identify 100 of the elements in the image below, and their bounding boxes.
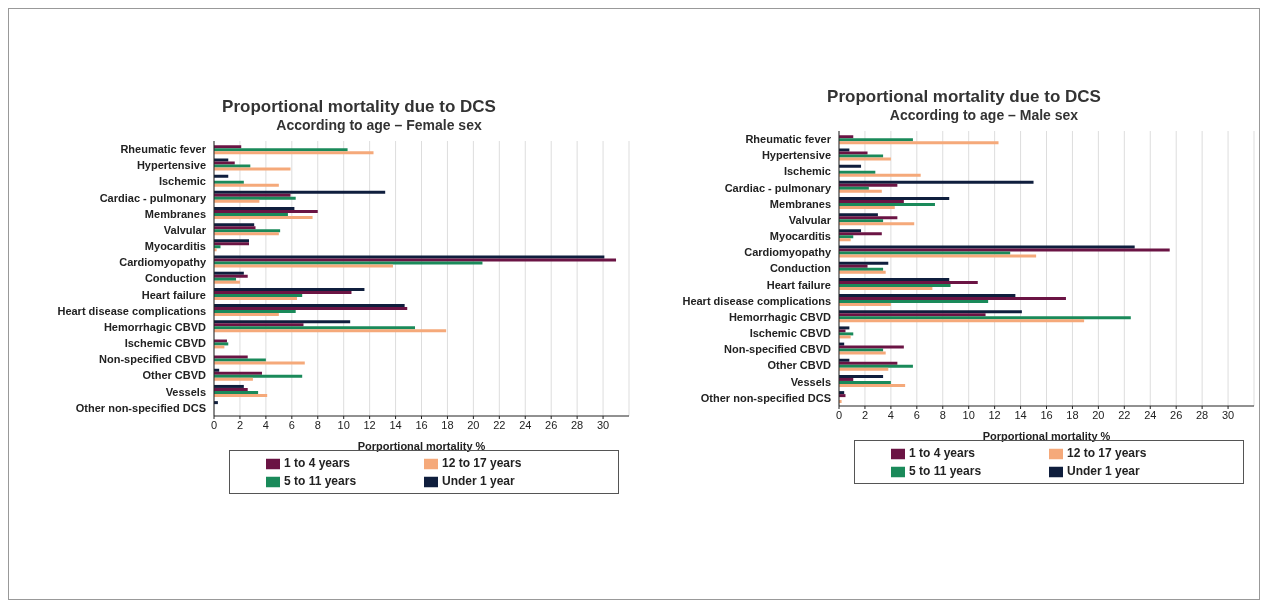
bar: [214, 287, 365, 291]
x-tick-label: 26: [1170, 408, 1183, 421]
bar: [214, 293, 303, 297]
bar: [839, 173, 921, 177]
bar: [214, 313, 279, 317]
y-tick-label: Non-specified CBVD: [99, 353, 207, 366]
bar: [839, 141, 999, 145]
bar: [214, 355, 248, 359]
bar: [214, 216, 313, 219]
bar: [214, 174, 229, 178]
bar: [839, 383, 906, 387]
bar: [839, 151, 868, 155]
bar: [214, 384, 244, 388]
bar: [839, 206, 895, 209]
bar: [214, 374, 303, 378]
y-tick-label: Heart failure: [766, 278, 831, 291]
bar: [839, 377, 854, 381]
bar: [839, 277, 950, 281]
bar: [214, 199, 260, 203]
y-tick-label: Membranes: [144, 207, 206, 220]
x-tick-label: 14: [389, 418, 402, 431]
bar: [839, 316, 1131, 320]
y-tick-label: Heart failure: [141, 288, 206, 301]
bar: [214, 213, 288, 216]
y-tick-label: Conduction: [144, 272, 207, 285]
bar: [839, 313, 986, 317]
x-tick-label: 14: [1014, 408, 1027, 421]
y-tick-label: Hemorrhagic CBVD: [103, 320, 207, 333]
y-tick-label: Cardiac - pulmonary: [99, 191, 207, 204]
bar: [839, 264, 868, 268]
bar: [839, 183, 898, 187]
chart-title: Proportional mortality due to DCS: [826, 87, 1102, 107]
x-tick-label: 16: [1040, 408, 1053, 421]
legend-label: 5 to 11 years: [284, 473, 358, 490]
x-tick-label: 30: [1221, 408, 1235, 421]
bar: [839, 200, 904, 203]
legend-label: Under 1 year: [1067, 463, 1141, 480]
y-tick-label: Vessels: [790, 375, 831, 388]
bar: [839, 361, 898, 365]
bar: [214, 210, 318, 213]
bar: [839, 280, 978, 284]
x-tick-label: 2: [236, 418, 243, 431]
y-tick-label: Non-specified CBVD: [724, 343, 832, 356]
bar: [214, 274, 248, 278]
y-tick-label: Other CBVD: [767, 359, 832, 372]
bar: [214, 261, 483, 265]
y-tick-label: Cardiomyopathy: [744, 246, 832, 259]
bar: [214, 323, 304, 327]
bar: [214, 264, 393, 268]
bar: [214, 358, 266, 362]
y-tick-label: Conduction: [769, 262, 832, 275]
bar: [214, 161, 235, 165]
legend-label: 1 to 4 years: [284, 455, 352, 472]
x-tick-label: 2: [861, 408, 868, 421]
bar: [214, 164, 251, 168]
chart-title: Proportional mortality due to DCS: [221, 97, 497, 117]
bar: [214, 148, 348, 152]
x-axis-title: Porportional mortality %: [357, 440, 486, 452]
bar: [214, 387, 248, 391]
bar: [839, 157, 891, 161]
x-tick-label: 8: [939, 408, 946, 421]
bar: [214, 371, 262, 375]
y-tick-label: Hemorrhagic CBVD: [728, 310, 832, 323]
x-tick-label: 22: [1118, 408, 1131, 421]
bar: [839, 135, 854, 139]
y-tick-label: Rheumatic fever: [120, 142, 207, 155]
bar: [839, 232, 882, 236]
bar: [214, 193, 291, 197]
bar: [214, 207, 295, 210]
bar: [839, 245, 1135, 249]
y-tick-label: Other CBVD: [142, 369, 207, 382]
x-tick-label: 26: [545, 418, 558, 431]
y-tick-label: Cardiomyopathy: [119, 256, 207, 269]
bar: [214, 361, 305, 365]
legend-label: Under 1 year: [442, 473, 516, 490]
x-tick-label: 12: [988, 408, 1001, 421]
x-tick-label: 20: [1092, 408, 1105, 421]
bar: [839, 367, 889, 371]
x-tick-label: 6: [913, 408, 920, 421]
bar: [839, 189, 882, 193]
bar: [839, 261, 889, 265]
x-tick-label: 28: [571, 418, 584, 431]
legend-label: 12 to 17 years: [1067, 445, 1148, 462]
x-tick-label: 28: [1196, 408, 1209, 421]
bar: [839, 303, 891, 307]
bar: [839, 180, 1034, 184]
bar: [214, 196, 296, 200]
bar: [839, 364, 913, 368]
bar: [214, 167, 291, 171]
x-axis-title: Porportional mortality %: [982, 430, 1111, 442]
bar: [214, 296, 297, 300]
y-tick-label: Ischemic: [158, 175, 206, 188]
x-tick-label: 10: [962, 408, 975, 421]
chart-subtitle: According to age – Female sex: [275, 117, 483, 133]
bar: [839, 300, 989, 304]
y-tick-label: Ischemic: [783, 165, 831, 178]
x-tick-label: 20: [467, 418, 480, 431]
bar: [839, 229, 862, 233]
bar: [214, 190, 386, 194]
bar: [839, 286, 933, 290]
